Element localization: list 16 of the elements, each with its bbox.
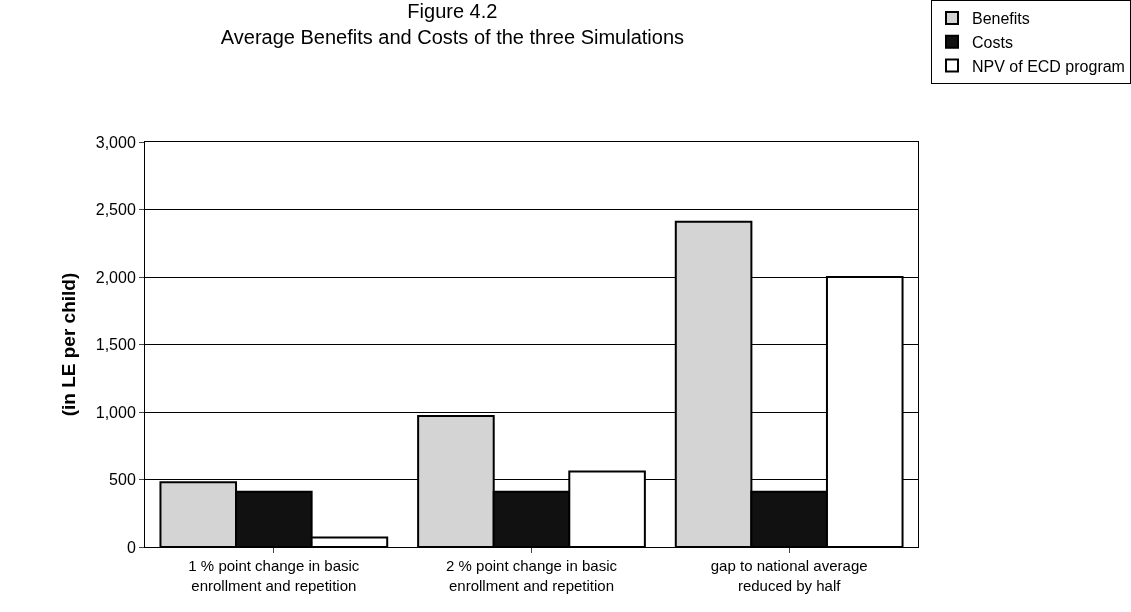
y-tick-label: 1,500 [95,336,136,354]
legend-label: Costs [972,33,1013,51]
y-tick-label: 3,000 [95,133,136,151]
y-tick-label: 2,000 [95,268,136,286]
chart-subtitle: Average Benefits and Costs of the three Simulations [220,26,685,49]
y-tick-label: 500 [109,471,136,489]
x-tick-label: 2 % point change in basic enrollment and repetition [446,557,618,594]
legend-label: NPV of ECD program [972,57,1125,75]
chart-title: Figure 4.2 [407,0,498,23]
x-tick-label: gap to national average reduced by half [710,557,868,594]
legend-label: Benefits [972,10,1030,28]
x-tick-label: 1 % point change in basic enrollment and repetition [188,557,360,594]
y-tick-label: 1,000 [95,403,136,421]
y-tick-label: 0 [126,538,136,556]
y-tick-label: 2,500 [95,201,136,219]
y-axis-title: (in LE per child) [57,272,79,417]
